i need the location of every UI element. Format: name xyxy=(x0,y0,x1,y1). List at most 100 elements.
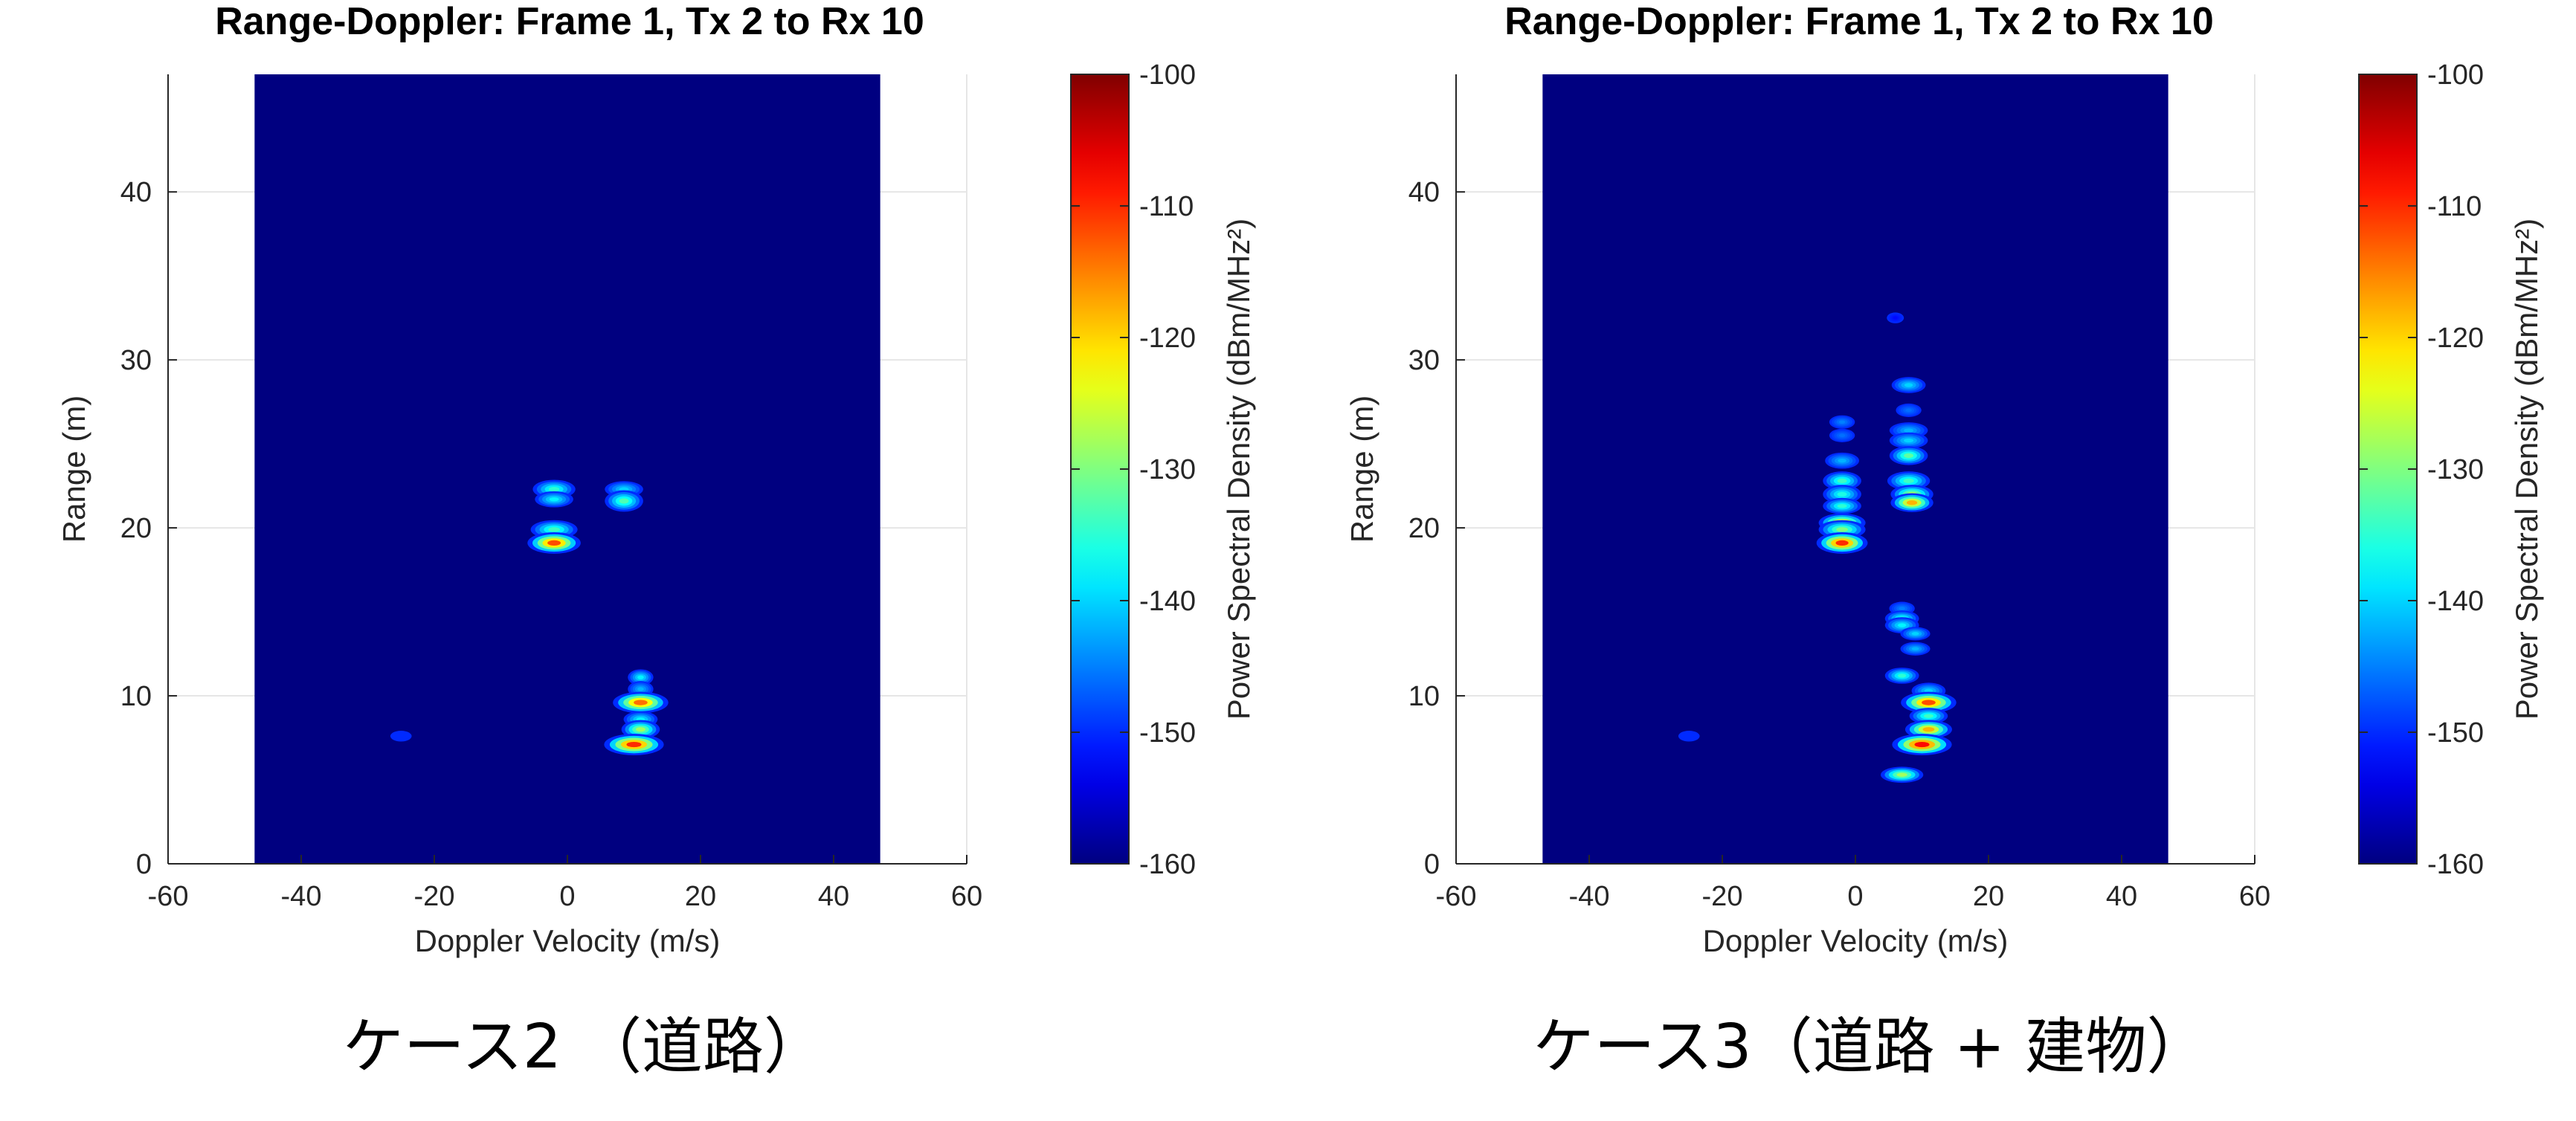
range-doppler-chart-1: Range-Doppler: Frame 1, Tx 2 to Rx 10 -60… xyxy=(57,0,1256,1082)
heatmap-spot-layer xyxy=(1924,714,1933,718)
colorbar-tick-label: -120 xyxy=(1139,323,1196,354)
heatmap-spot xyxy=(1900,627,1931,641)
y-tick-label: 20 xyxy=(1408,513,1440,544)
heatmap-spot xyxy=(1909,708,1948,725)
x-tick-label: -60 xyxy=(148,881,189,912)
x-axis-label: Doppler Velocity (m/s) xyxy=(415,923,721,958)
heatmap-spot-layer xyxy=(636,727,645,732)
heatmap-spot-layer xyxy=(1893,316,1898,320)
heatmap-spot xyxy=(1829,428,1855,442)
heatmap-spot xyxy=(527,532,581,554)
x-tick-label: 0 xyxy=(1847,881,1863,912)
y-tick-label: 0 xyxy=(1424,849,1440,880)
heatmap-spot xyxy=(1892,734,1952,756)
colorbar-tick-label: -120 xyxy=(2427,323,2484,354)
x-tick-label: -40 xyxy=(281,881,322,912)
colorbar-tick-label: -100 xyxy=(2427,59,2484,91)
heatmap-spot-layer xyxy=(637,675,644,679)
heatmap-spot xyxy=(1816,532,1868,554)
panel-caption: ケース2 （道路） xyxy=(343,1012,825,1082)
x-tick-label: -40 xyxy=(1569,881,1610,912)
heatmap-spot-layer xyxy=(398,734,404,738)
colorbar-tick-label: -130 xyxy=(1139,454,1196,485)
heatmap-spots xyxy=(1678,312,1957,784)
heatmap-spot xyxy=(1900,642,1931,656)
x-tick-label: 20 xyxy=(685,881,716,912)
y-tick-label: 30 xyxy=(1408,345,1440,376)
heatmap-spot-layer xyxy=(637,687,644,691)
heatmap-spot-layer xyxy=(1904,428,1914,433)
heatmap-spot xyxy=(1678,731,1700,742)
heatmap-spot xyxy=(1889,432,1928,449)
x-tick-label: 40 xyxy=(818,881,849,912)
colorbar-gradient xyxy=(2358,74,2418,865)
heatmap-spot xyxy=(535,491,573,508)
colorbar-tick-label: -150 xyxy=(1139,717,1196,749)
heatmap-spot xyxy=(604,734,664,756)
heatmap-spot xyxy=(1829,415,1855,429)
x-tick-label: 60 xyxy=(951,881,982,912)
heatmap-spot-layer xyxy=(1897,673,1907,678)
x-axis-label: Doppler Velocity (m/s) xyxy=(1703,923,2009,958)
heatmap-spot-layer xyxy=(1904,453,1914,459)
chart-title: Range-Doppler: Frame 1, Tx 2 to Rx 10 xyxy=(1504,0,2214,43)
heatmap-spot-layer xyxy=(1911,632,1919,636)
heatmap-spot-layer xyxy=(1905,408,1912,413)
x-tick-label: -20 xyxy=(1702,881,1743,912)
heatmap-spot-layer xyxy=(1686,734,1692,738)
x-tick-label: -20 xyxy=(414,881,455,912)
heatmap-spot-layer xyxy=(1838,458,1846,463)
heatmap-spot xyxy=(1889,446,1928,465)
y-tick-label: 10 xyxy=(120,681,152,712)
heatmap-spot-layer xyxy=(548,486,560,492)
heatmap-spot xyxy=(1896,403,1922,417)
heatmap-spot-layer xyxy=(1837,491,1847,497)
heatmap-spot-layer xyxy=(548,527,560,532)
x-tick-label: 40 xyxy=(2106,881,2137,912)
heatmap-spot-layer xyxy=(626,741,642,748)
colorbar-tick-label: -160 xyxy=(1139,849,1196,880)
heatmap-spot-layer xyxy=(1896,772,1907,777)
heatmap-spot-layer xyxy=(1924,688,1933,693)
range-doppler-chart-2: Range-Doppler: Frame 1, Tx 2 to Rx 10 -60… xyxy=(1345,0,2544,1082)
heatmap-spot xyxy=(1881,766,1924,784)
colorbar-tick-label: -100 xyxy=(1139,59,1196,91)
heatmap-spot-layer xyxy=(1835,540,1849,546)
heatmap-spot xyxy=(1823,485,1861,504)
heatmap-background xyxy=(254,74,880,864)
colorbar: -100 -110 -120 -130 -140 -150 -160 Power Spectr… xyxy=(2358,59,2544,880)
heatmap-spot xyxy=(1887,312,1904,323)
heatmap-spot-layer xyxy=(1838,433,1846,438)
y-tick-label: 10 xyxy=(1408,681,1440,712)
heatmap-spot-layer xyxy=(1914,741,1930,748)
heatmap-spot-layer xyxy=(1836,527,1848,532)
heatmap-spot-layer xyxy=(619,498,629,504)
heatmap-spot-layer xyxy=(619,487,629,491)
colorbar-tick-label: -140 xyxy=(1139,586,1196,617)
colorbar-tick-label: -140 xyxy=(2427,586,2484,617)
heatmap-spot-layer xyxy=(1904,383,1913,387)
x-tick-label: 0 xyxy=(559,881,575,912)
heatmap-spot-layer xyxy=(1922,727,1935,732)
panel-caption: ケース3（道路 + 建物） xyxy=(1533,1012,2208,1082)
heatmap-spot-layer xyxy=(1903,478,1914,483)
heatmap-spot xyxy=(1823,471,1861,491)
heatmap-spot-layer xyxy=(1899,607,1905,610)
heatmap-spot-layer xyxy=(547,540,561,546)
heatmap-spot xyxy=(1884,668,1919,684)
heatmap-spot-layer xyxy=(1922,700,1936,705)
y-axis-label: Range (m) xyxy=(1345,395,1379,543)
x-tick-label: 60 xyxy=(2239,881,2270,912)
heatmap-spot-layer xyxy=(1904,438,1914,443)
x-tick-label: 20 xyxy=(1973,881,2004,912)
heatmap-spot xyxy=(1823,497,1861,514)
x-tick-label: -60 xyxy=(1436,881,1477,912)
heatmap-spot-layer xyxy=(1838,420,1846,424)
heatmap-spot xyxy=(1904,720,1952,739)
colorbar-label: Power Spectral Density (dBm/MHz²) xyxy=(2509,219,2544,720)
heatmap-spot xyxy=(1901,691,1957,714)
heatmap-spot-layer xyxy=(634,700,648,705)
y-tick-label: 0 xyxy=(136,849,152,880)
y-axis-label: Range (m) xyxy=(57,395,91,543)
